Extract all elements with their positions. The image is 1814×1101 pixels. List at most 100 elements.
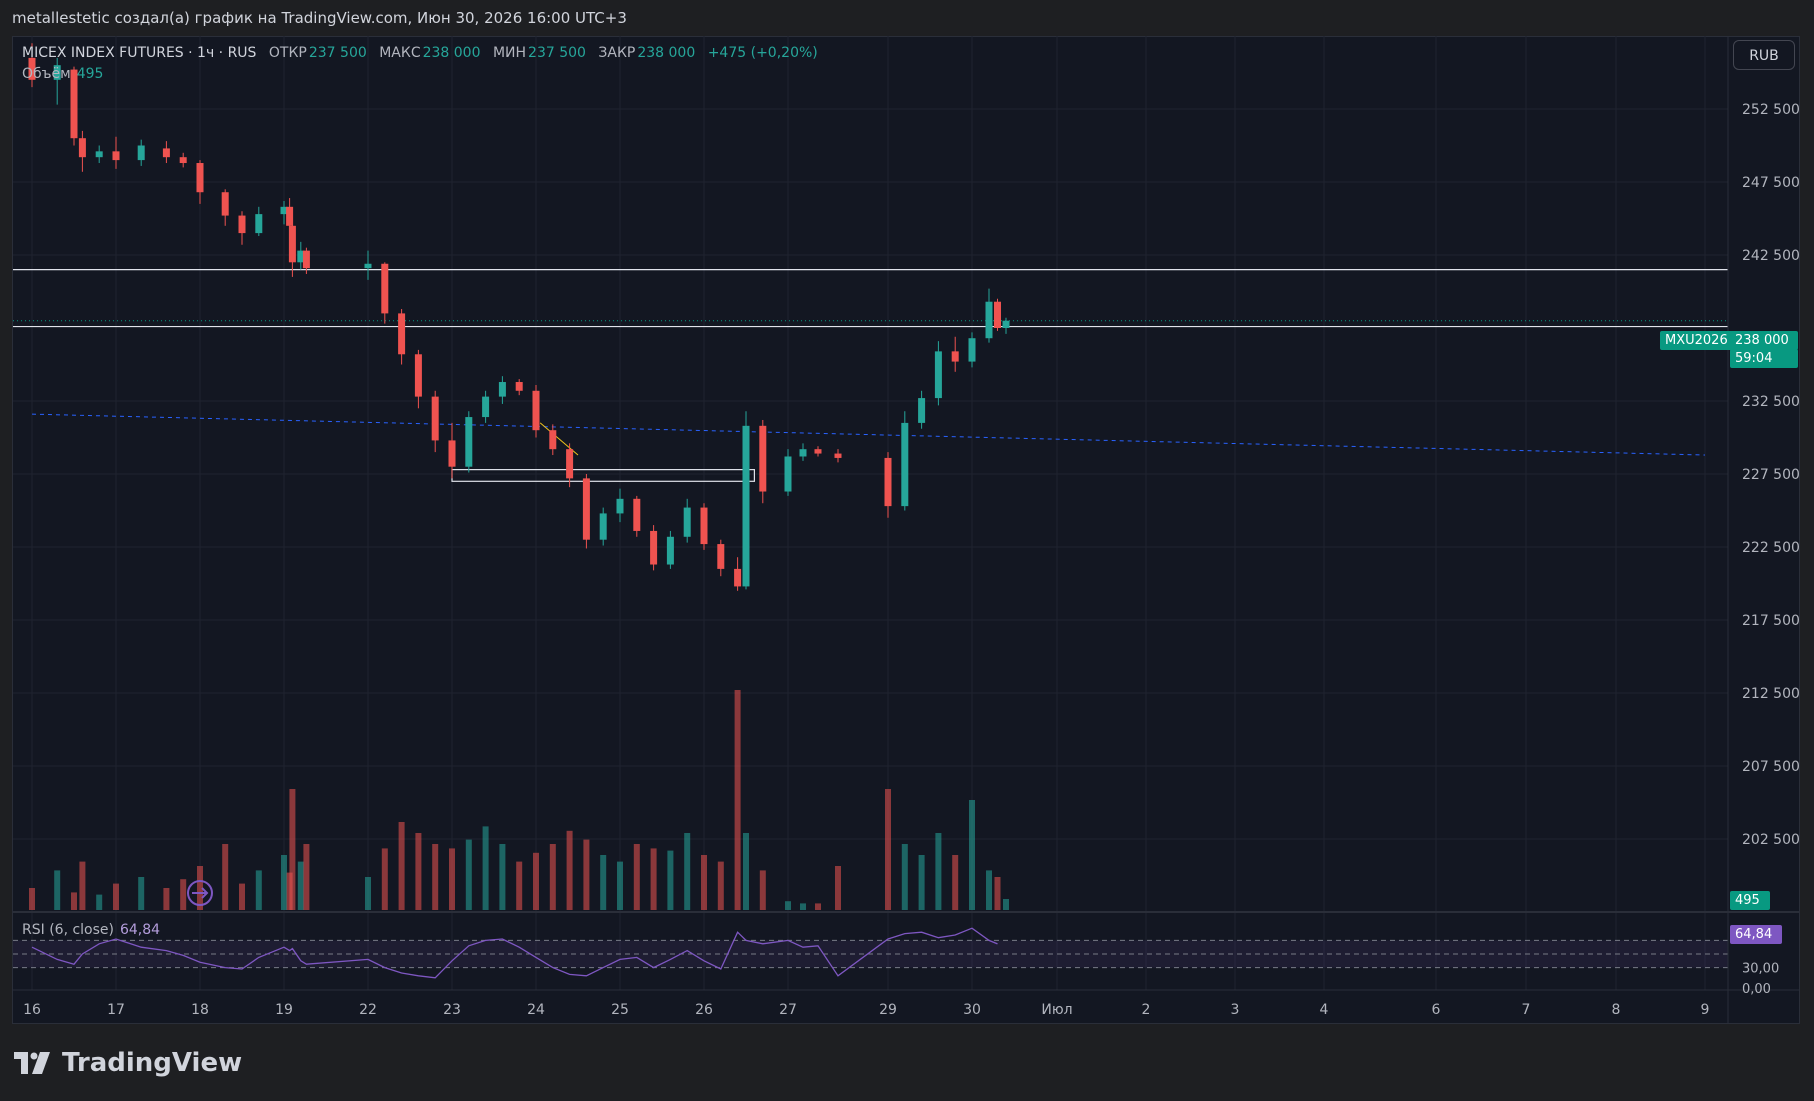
candle-body <box>297 250 305 263</box>
open-label: ОТКР <box>268 45 307 61</box>
volume-bar <box>239 883 245 910</box>
candle-body <box>799 449 807 457</box>
candle-body <box>498 382 506 397</box>
volume-label[interactable]: Объём <box>22 66 71 82</box>
candle-body <box>286 206 294 226</box>
volume-bars <box>29 690 1009 910</box>
candle-body <box>364 263 372 269</box>
candle-body <box>834 453 842 458</box>
candle-body <box>431 396 439 441</box>
volume-bar <box>994 877 1001 910</box>
candle-body <box>884 457 892 507</box>
candle-body <box>951 351 959 362</box>
candle-body <box>985 301 993 339</box>
time-tick-label: 24 <box>527 1002 545 1018</box>
volume-bar <box>96 894 103 910</box>
candle-body <box>784 456 792 492</box>
time-tick-label: 9 <box>1701 1002 1710 1018</box>
rsi-pane <box>13 927 1728 979</box>
attribution-bar: metallestetic создал(а) график на Tradin… <box>0 0 1814 38</box>
open-value: 237 500 <box>308 45 367 61</box>
brand[interactable]: TradingView <box>14 1048 242 1078</box>
trend-line <box>31 413 1706 456</box>
volume-bar <box>449 848 455 910</box>
price-tick-label: 207 500 <box>1742 759 1800 775</box>
candle-body <box>700 507 708 545</box>
volume-bar <box>684 833 691 910</box>
candle-body <box>814 449 822 454</box>
rsi-value: 64,84 <box>119 922 161 938</box>
volume-bar <box>969 800 975 910</box>
candle-body <box>95 151 103 158</box>
price-tick-label: 212 500 <box>1742 686 1800 702</box>
time-tick-label: 19 <box>275 1002 293 1018</box>
volume-bar <box>381 848 388 910</box>
candle-body <box>238 215 246 234</box>
price-tick-label: 222 500 <box>1742 540 1800 556</box>
candle-body <box>968 338 976 362</box>
brand-name: TradingView <box>62 1048 243 1078</box>
volume-value: 495 <box>76 66 104 82</box>
volume-bar <box>222 844 229 910</box>
volume-bar <box>499 844 506 910</box>
candle-body <box>302 250 310 269</box>
compare-symbol-icon[interactable] <box>187 880 213 906</box>
candle-body <box>448 440 456 467</box>
time-tick-label: 26 <box>695 1002 713 1018</box>
volume-bar <box>785 901 791 910</box>
candle-body <box>918 398 926 423</box>
price-tick-label: 217 500 <box>1742 613 1800 629</box>
volume-bar <box>701 855 707 910</box>
volume-bar <box>600 855 607 910</box>
rsi-tick-label: 0,00 <box>1742 982 1771 997</box>
rsi-label[interactable]: RSI (6, close) <box>22 922 114 938</box>
time-tick-label: 6 <box>1432 1002 1441 1018</box>
time-tick-label: 16 <box>23 1002 41 1018</box>
candle-body <box>759 425 767 492</box>
candle-body <box>515 382 523 391</box>
volume-bar <box>29 888 35 910</box>
rsi-tag: 64,84 <box>1730 925 1782 944</box>
last-price-tag: 238 000 <box>1730 331 1798 350</box>
volume-bar <box>465 839 472 910</box>
change-value: +475 (+0,20%) <box>707 45 818 61</box>
rsi-line <box>31 927 998 979</box>
volume-bar <box>113 883 119 910</box>
volume-bar <box>180 879 187 910</box>
candle-body <box>633 498 641 531</box>
candle-body <box>1002 320 1010 328</box>
tradingview-logo-icon <box>14 1052 50 1074</box>
candle-body <box>549 430 557 450</box>
rsi-legend: RSI (6, close) 64,84 <box>22 922 160 938</box>
candle-body <box>381 263 389 314</box>
candle-body <box>414 354 422 397</box>
price-tick-label: 252 500 <box>1742 102 1800 118</box>
attribution-text: metallestetic создал(а) график на Tradin… <box>12 9 627 27</box>
volume-bar <box>289 789 296 910</box>
close-value: 238 000 <box>637 45 696 61</box>
candle-body <box>53 65 61 80</box>
price-tick-label: 232 500 <box>1742 394 1800 410</box>
candle-body <box>398 313 406 355</box>
volume-bar <box>71 892 77 910</box>
candle-body <box>582 478 590 540</box>
volume-bar <box>815 903 821 910</box>
candle-body <box>179 157 187 164</box>
volume-bar <box>734 690 741 910</box>
symbol-name[interactable]: MICEX INDEX FUTURES · 1ч · RUS <box>22 45 257 61</box>
candle-body <box>78 138 86 158</box>
candle-body <box>288 225 296 263</box>
time-tick-label: 18 <box>191 1002 209 1018</box>
time-tick-label: 17 <box>107 1002 125 1018</box>
low-label: МИН <box>492 45 527 61</box>
volume-legend: Объём 495 <box>22 66 103 82</box>
volume-bar <box>617 861 623 910</box>
volume-bar <box>398 822 405 910</box>
candle-body <box>221 192 229 216</box>
candle-body <box>666 536 674 565</box>
volume-bar <box>303 844 310 910</box>
currency-button[interactable]: RUB <box>1733 40 1795 70</box>
rsi-tick-label: 30,00 <box>1742 962 1779 977</box>
candle-body <box>650 530 658 565</box>
